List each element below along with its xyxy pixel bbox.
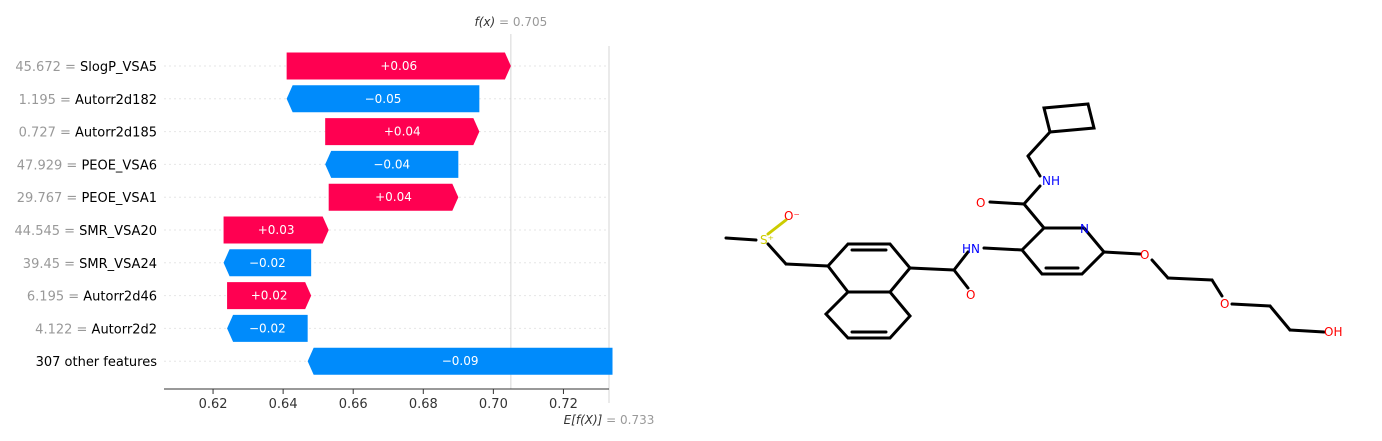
feature-label: 44.545 = SMR_VSA20	[15, 224, 157, 239]
negative-contribution-bar	[227, 314, 308, 342]
feature-label: 0.727 = Autorr2d185	[19, 126, 157, 141]
atom-label-nh-top: NH	[1042, 174, 1060, 188]
feature-label: 29.767 = PEOE_VSA1	[17, 191, 157, 206]
bond	[988, 200, 1026, 206]
atom-label-pyridine-n: N	[1080, 222, 1089, 236]
x-tick-label: 0.70	[479, 397, 508, 412]
bond	[952, 268, 970, 290]
bar-value-label: +0.04	[384, 125, 421, 139]
bond	[724, 236, 758, 242]
bond	[1230, 302, 1272, 308]
atom-label-oxide: O⁻	[784, 209, 800, 223]
feature-label: 6.195 = Autorr2d46	[27, 290, 157, 305]
atom-label-hn: HN	[962, 242, 980, 256]
fx-annotation: f(x) = 0.705	[475, 15, 548, 29]
x-tick-label: 0.72	[549, 397, 578, 412]
positive-contribution-bar	[227, 282, 312, 310]
atom-label-ether-o2: O	[1220, 297, 1229, 311]
bar-value-label: +0.02	[251, 289, 288, 303]
atom-label-sulfur: S⁺	[760, 233, 774, 247]
bar-value-label: +0.04	[375, 190, 412, 204]
bar-value-label: +0.06	[380, 59, 417, 73]
x-tick-label: 0.62	[199, 397, 228, 412]
efx-annotation: E[f(X)] = 0.733	[564, 413, 655, 427]
feature-label: 307 other features	[36, 355, 158, 370]
positive-contribution-bar	[325, 118, 480, 146]
bond	[1022, 202, 1046, 230]
bond	[952, 250, 970, 272]
negative-contribution-bar	[286, 85, 480, 113]
bond	[1166, 276, 1214, 282]
feature-label: 1.195 = Autorr2d182	[19, 93, 157, 108]
feature-label: 4.122 = Autorr2d2	[35, 322, 157, 337]
bond	[908, 266, 956, 272]
negative-contribution-bar	[223, 249, 312, 277]
bond	[1288, 328, 1326, 334]
atom-label-hydroxyl: OH	[1324, 325, 1342, 339]
feature-label: 47.929 = PEOE_VSA6	[17, 158, 157, 173]
shap-waterfall-chart: +0.06 45.672 = SlogP_VSA5 −0.05 1.195 = Aut…	[15, 15, 655, 427]
bond	[766, 242, 788, 266]
bar-value-label: −0.09	[442, 354, 479, 368]
bond	[784, 262, 830, 268]
bond	[1026, 154, 1042, 178]
bond	[1268, 304, 1292, 332]
molecule-bonds	[724, 102, 1326, 340]
bond	[1022, 184, 1042, 206]
positive-contribution-bar	[223, 216, 329, 244]
atom-label-carbonyl-o-top: O	[976, 196, 985, 210]
ring	[1042, 102, 1096, 134]
bond	[1210, 278, 1224, 298]
bar-value-label: −0.02	[249, 321, 286, 335]
negative-contribution-bar	[325, 150, 459, 178]
x-tick-label: 0.66	[339, 397, 368, 412]
bar-value-label: −0.04	[373, 157, 410, 171]
feature-label: 39.45 = SMR_VSA24	[23, 257, 157, 272]
x-tick-label: 0.64	[269, 397, 298, 412]
negative-contribution-bar	[307, 347, 613, 375]
bar-value-label: +0.03	[258, 223, 295, 237]
bond	[1102, 250, 1142, 256]
molecule-structure: O⁻ S⁺ NH O N HN O O O OH	[724, 102, 1342, 340]
bar-value-label: −0.05	[365, 92, 402, 106]
atom-label-carbonyl-o-bottom: O	[966, 288, 975, 302]
positive-contribution-bar	[286, 52, 511, 80]
ring	[823, 290, 912, 340]
bar-value-label: −0.02	[249, 256, 286, 270]
feature-label: 45.672 = SlogP_VSA5	[15, 60, 157, 75]
positive-contribution-bar	[328, 183, 459, 211]
x-tick-label: 0.68	[409, 397, 438, 412]
atom-label-ether-o1: O	[1140, 248, 1149, 262]
bond	[1026, 130, 1052, 158]
bond	[766, 218, 788, 236]
bond	[982, 246, 1024, 252]
bond	[1150, 258, 1170, 280]
